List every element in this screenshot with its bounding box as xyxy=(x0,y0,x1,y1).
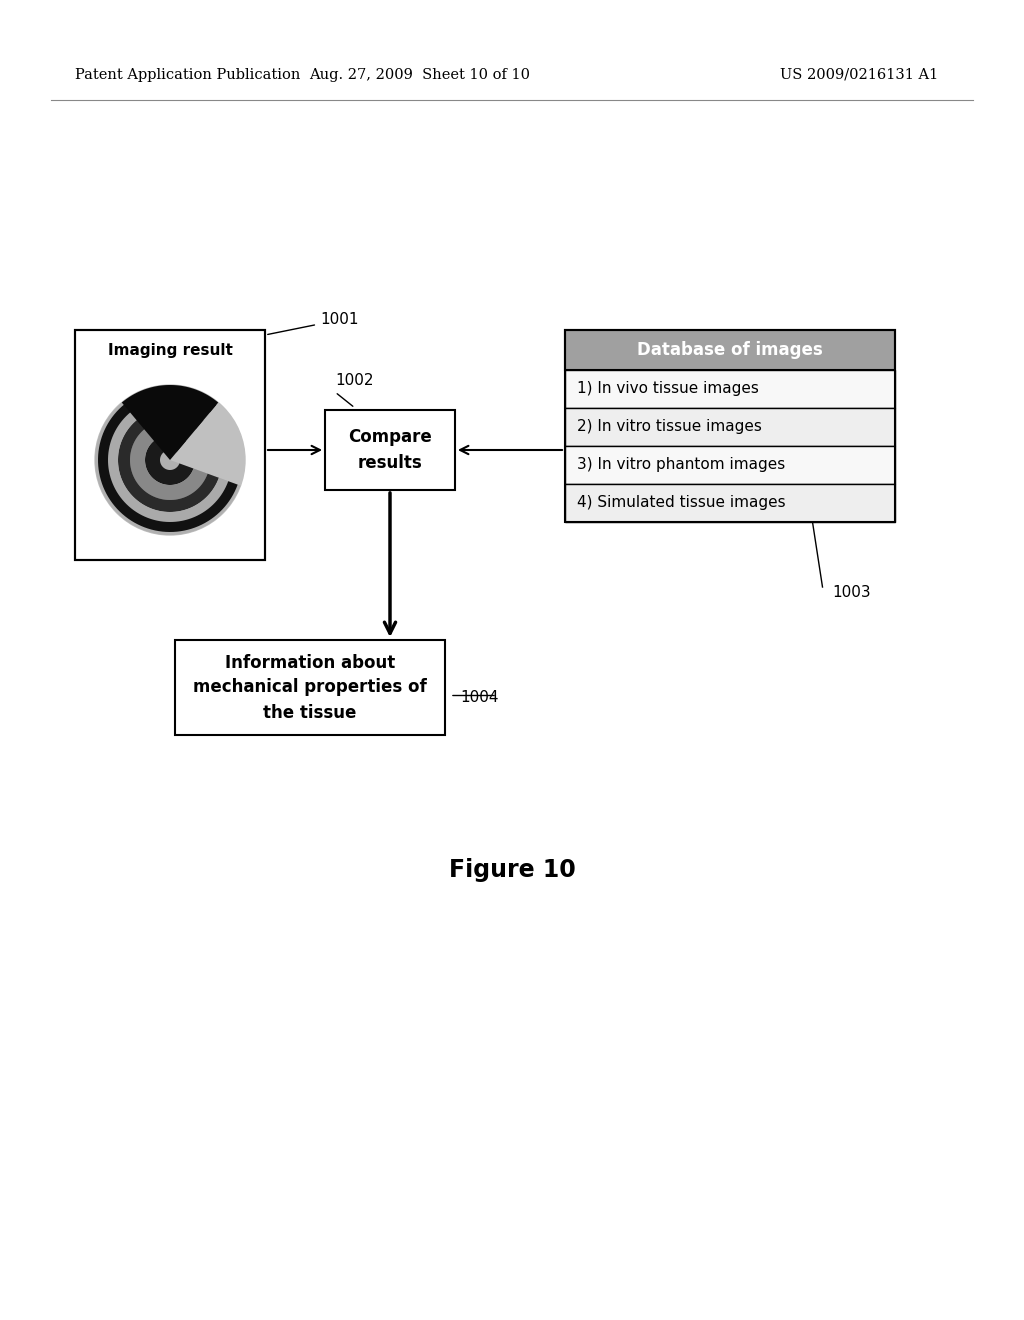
Text: 3) In vitro phantom images: 3) In vitro phantom images xyxy=(577,458,785,473)
FancyBboxPatch shape xyxy=(565,446,895,484)
FancyBboxPatch shape xyxy=(565,370,895,408)
Text: Aug. 27, 2009  Sheet 10 of 10: Aug. 27, 2009 Sheet 10 of 10 xyxy=(309,69,530,82)
FancyBboxPatch shape xyxy=(75,330,265,560)
Text: 1001: 1001 xyxy=(267,313,358,334)
Text: Figure 10: Figure 10 xyxy=(449,858,575,882)
FancyBboxPatch shape xyxy=(565,330,895,370)
Text: 1002: 1002 xyxy=(335,374,374,388)
Polygon shape xyxy=(122,385,218,459)
Text: Patent Application Publication: Patent Application Publication xyxy=(75,69,300,82)
Text: Database of images: Database of images xyxy=(637,341,823,359)
FancyBboxPatch shape xyxy=(175,640,445,735)
Polygon shape xyxy=(98,388,238,532)
Text: US 2009/0216131 A1: US 2009/0216131 A1 xyxy=(780,69,938,82)
Text: Imaging result: Imaging result xyxy=(108,342,232,358)
Text: 1003: 1003 xyxy=(833,585,871,601)
Text: Information about
mechanical properties of
the tissue: Information about mechanical properties … xyxy=(194,653,427,722)
Polygon shape xyxy=(130,420,208,500)
FancyBboxPatch shape xyxy=(565,484,895,521)
Polygon shape xyxy=(118,408,219,512)
Polygon shape xyxy=(145,436,194,484)
Polygon shape xyxy=(95,385,241,535)
FancyBboxPatch shape xyxy=(565,408,895,446)
Text: Compare
results: Compare results xyxy=(348,429,432,471)
Text: 4) Simulated tissue images: 4) Simulated tissue images xyxy=(577,495,785,511)
Text: 1) In vivo tissue images: 1) In vivo tissue images xyxy=(577,381,759,396)
FancyBboxPatch shape xyxy=(325,411,455,490)
Text: 2) In vitro tissue images: 2) In vitro tissue images xyxy=(577,420,762,434)
Polygon shape xyxy=(108,399,228,521)
Circle shape xyxy=(95,385,245,535)
Text: 1004: 1004 xyxy=(460,690,499,705)
